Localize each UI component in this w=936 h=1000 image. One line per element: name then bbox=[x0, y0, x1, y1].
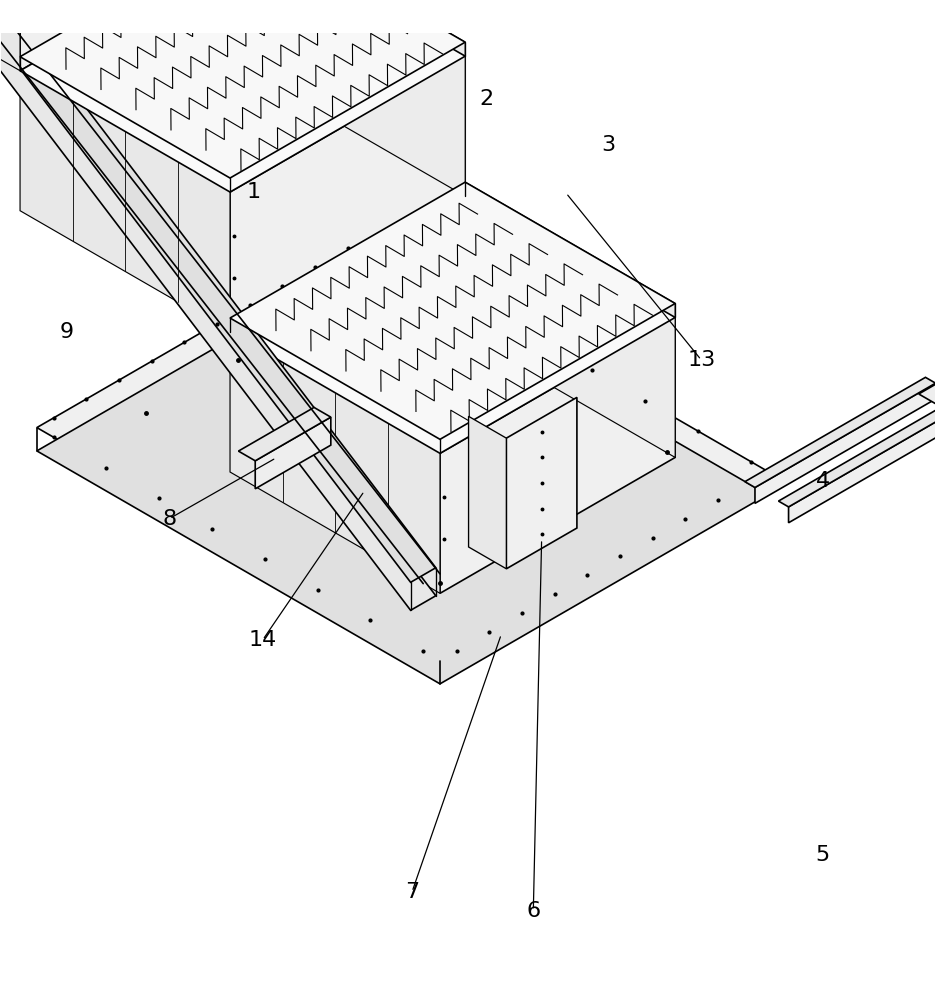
Text: 8: 8 bbox=[162, 509, 176, 529]
Polygon shape bbox=[919, 379, 936, 428]
Text: 2: 2 bbox=[479, 89, 493, 109]
Polygon shape bbox=[469, 416, 506, 569]
Text: 3: 3 bbox=[601, 135, 615, 155]
Polygon shape bbox=[20, 0, 256, 71]
Polygon shape bbox=[230, 182, 675, 439]
Polygon shape bbox=[37, 262, 768, 684]
Polygon shape bbox=[506, 397, 577, 569]
Polygon shape bbox=[230, 196, 675, 453]
Polygon shape bbox=[745, 377, 936, 487]
Text: 6: 6 bbox=[526, 901, 540, 921]
Polygon shape bbox=[239, 407, 330, 461]
Polygon shape bbox=[788, 388, 936, 523]
Polygon shape bbox=[230, 318, 440, 593]
Polygon shape bbox=[20, 57, 230, 332]
Polygon shape bbox=[256, 417, 330, 489]
Polygon shape bbox=[465, 182, 675, 457]
Polygon shape bbox=[779, 382, 936, 507]
Polygon shape bbox=[755, 383, 936, 503]
Text: 9: 9 bbox=[60, 322, 74, 342]
Polygon shape bbox=[0, 0, 20, 71]
Polygon shape bbox=[256, 0, 465, 196]
Polygon shape bbox=[37, 238, 768, 661]
Polygon shape bbox=[230, 56, 465, 332]
Polygon shape bbox=[20, 0, 465, 178]
Text: 7: 7 bbox=[405, 882, 419, 902]
Polygon shape bbox=[20, 0, 465, 192]
Polygon shape bbox=[0, 0, 436, 582]
Polygon shape bbox=[0, 0, 436, 610]
Polygon shape bbox=[440, 317, 675, 593]
Text: 14: 14 bbox=[249, 630, 277, 650]
Text: 13: 13 bbox=[687, 350, 715, 370]
Text: 1: 1 bbox=[246, 182, 260, 202]
Text: 4: 4 bbox=[815, 471, 829, 491]
Text: 5: 5 bbox=[815, 845, 829, 865]
